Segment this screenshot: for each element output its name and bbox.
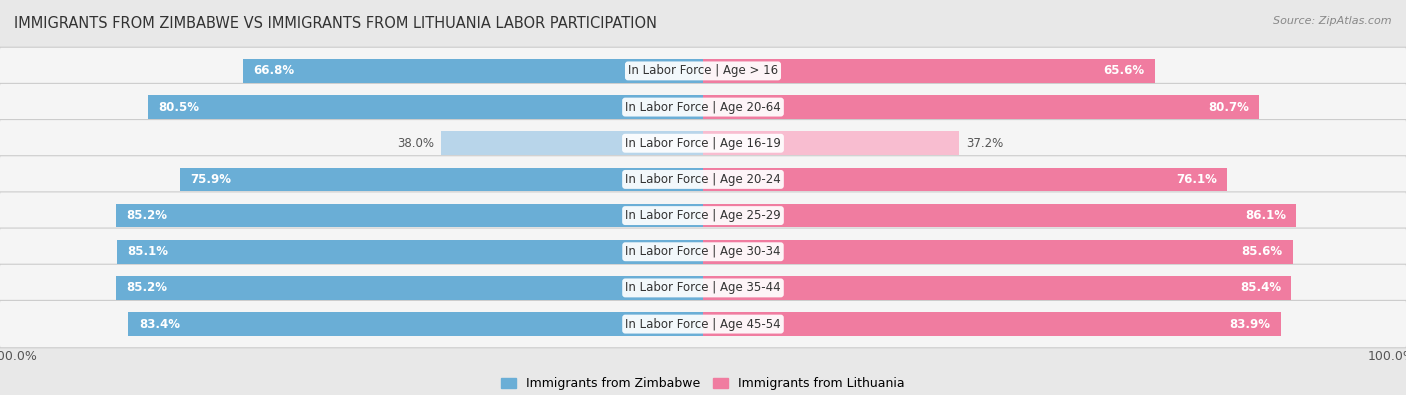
Text: In Labor Force | Age > 16: In Labor Force | Age > 16 <box>628 64 778 77</box>
Text: In Labor Force | Age 30-34: In Labor Force | Age 30-34 <box>626 245 780 258</box>
Text: 86.1%: 86.1% <box>1244 209 1286 222</box>
Bar <box>149 95 703 119</box>
FancyBboxPatch shape <box>0 156 1406 203</box>
Text: IMMIGRANTS FROM ZIMBABWE VS IMMIGRANTS FROM LITHUANIA LABOR PARTICIPATION: IMMIGRANTS FROM ZIMBABWE VS IMMIGRANTS F… <box>14 16 657 31</box>
Bar <box>703 59 1154 83</box>
FancyBboxPatch shape <box>0 301 1406 348</box>
Bar <box>703 240 1292 263</box>
Text: In Labor Force | Age 45-54: In Labor Force | Age 45-54 <box>626 318 780 331</box>
Text: 80.7%: 80.7% <box>1208 101 1249 114</box>
Text: 80.5%: 80.5% <box>159 101 200 114</box>
Text: 75.9%: 75.9% <box>190 173 232 186</box>
FancyBboxPatch shape <box>0 228 1406 275</box>
Text: 83.9%: 83.9% <box>1230 318 1271 331</box>
Text: 37.2%: 37.2% <box>966 137 1004 150</box>
Bar <box>703 276 1291 300</box>
Text: 85.4%: 85.4% <box>1240 281 1281 294</box>
Text: 85.2%: 85.2% <box>127 281 167 294</box>
Bar <box>117 204 703 228</box>
FancyBboxPatch shape <box>0 192 1406 239</box>
Bar <box>703 167 1227 191</box>
FancyBboxPatch shape <box>0 264 1406 312</box>
Text: In Labor Force | Age 25-29: In Labor Force | Age 25-29 <box>626 209 780 222</box>
Bar <box>703 95 1258 119</box>
Text: 76.1%: 76.1% <box>1175 173 1218 186</box>
Text: 85.2%: 85.2% <box>127 209 167 222</box>
Text: In Labor Force | Age 20-64: In Labor Force | Age 20-64 <box>626 101 780 114</box>
Bar <box>703 204 1296 228</box>
Text: 85.1%: 85.1% <box>127 245 169 258</box>
FancyBboxPatch shape <box>0 120 1406 167</box>
Text: 65.6%: 65.6% <box>1104 64 1144 77</box>
Text: 83.4%: 83.4% <box>139 318 180 331</box>
Text: In Labor Force | Age 20-24: In Labor Force | Age 20-24 <box>626 173 780 186</box>
Bar <box>180 167 703 191</box>
Bar <box>117 276 703 300</box>
Bar <box>117 240 703 263</box>
Legend: Immigrants from Zimbabwe, Immigrants from Lithuania: Immigrants from Zimbabwe, Immigrants fro… <box>496 372 910 395</box>
Text: 38.0%: 38.0% <box>398 137 434 150</box>
Bar <box>441 132 703 155</box>
Text: In Labor Force | Age 16-19: In Labor Force | Age 16-19 <box>626 137 780 150</box>
Bar <box>703 312 1281 336</box>
FancyBboxPatch shape <box>0 83 1406 131</box>
Text: 85.6%: 85.6% <box>1241 245 1282 258</box>
FancyBboxPatch shape <box>0 47 1406 94</box>
Bar <box>128 312 703 336</box>
Bar <box>243 59 703 83</box>
Bar <box>703 132 959 155</box>
Text: In Labor Force | Age 35-44: In Labor Force | Age 35-44 <box>626 281 780 294</box>
Text: Source: ZipAtlas.com: Source: ZipAtlas.com <box>1274 16 1392 26</box>
Text: 66.8%: 66.8% <box>253 64 294 77</box>
